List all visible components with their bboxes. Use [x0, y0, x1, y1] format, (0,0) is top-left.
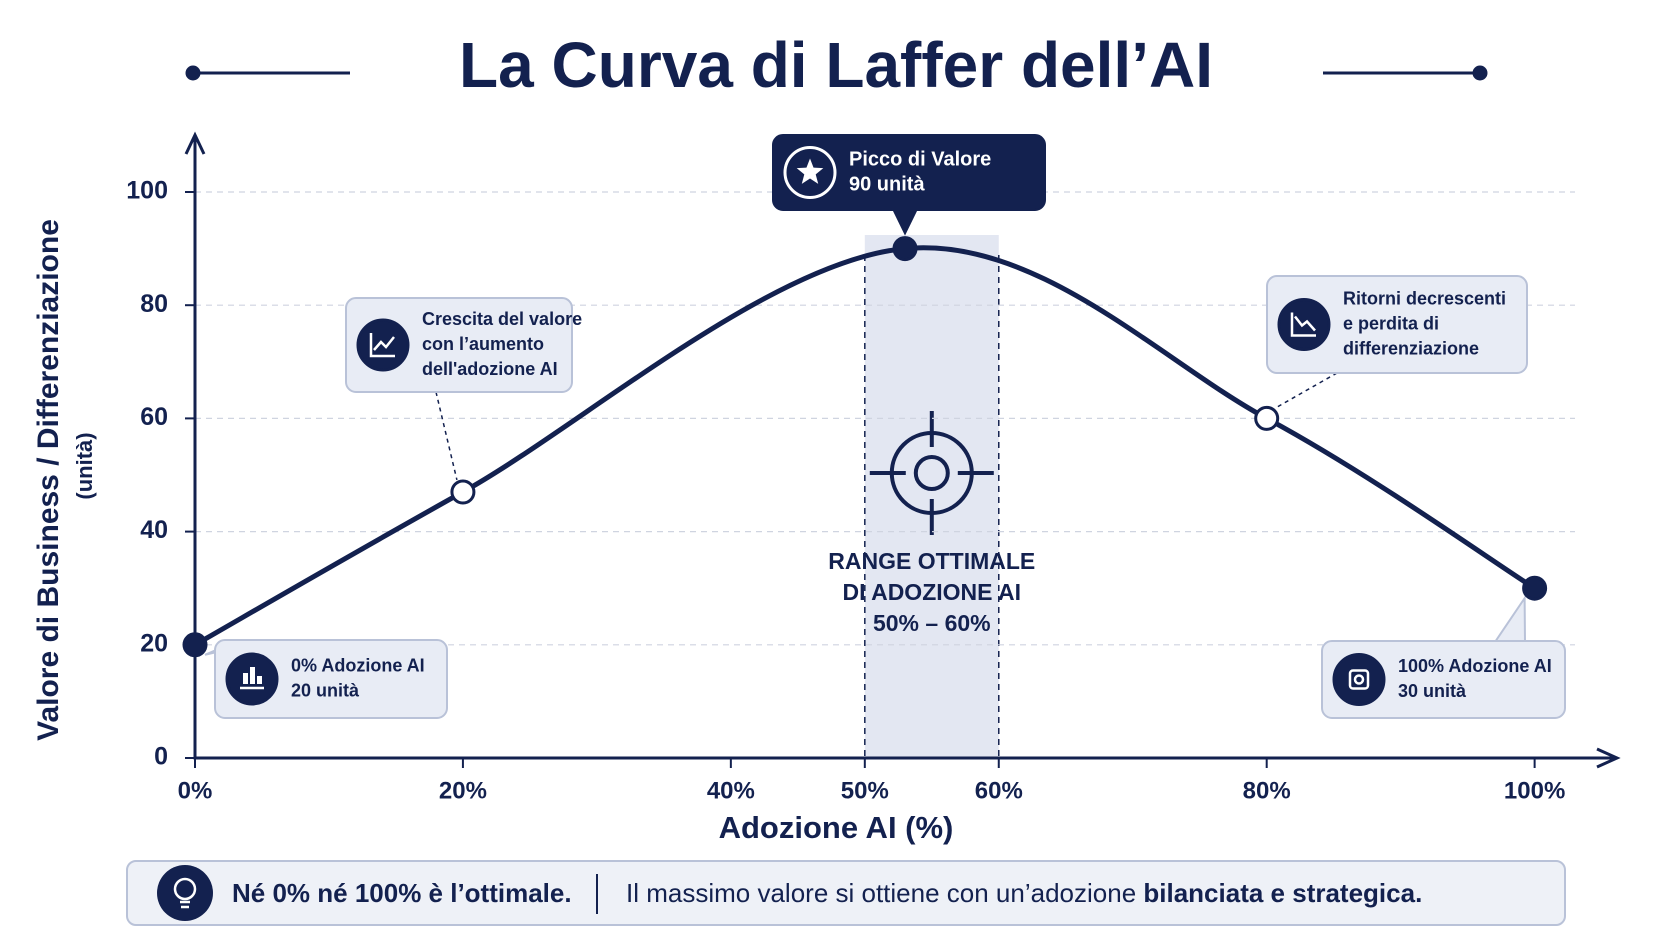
icon-part — [1348, 669, 1370, 690]
axis-arrow — [1596, 747, 1621, 769]
annotation-text: dell'adozione AI — [422, 359, 558, 379]
chart: La Curva di Laffer dell’AI Adozione AI (… — [32, 29, 1621, 845]
x-tick-label: 0% — [178, 777, 213, 804]
axes — [193, 137, 1615, 760]
point — [892, 236, 918, 262]
title-decoration — [185, 65, 1488, 81]
point — [1254, 405, 1280, 431]
x-tick-label: 60% — [975, 777, 1023, 804]
x-tick-label: 100% — [1504, 777, 1565, 804]
annotation-text: 0% Adozione AI — [291, 655, 425, 675]
x-tick-label: 20% — [439, 777, 487, 804]
callout-tail — [1494, 594, 1526, 643]
annotation-text: Picco di Valore — [849, 148, 991, 170]
y-axis-label: Valore di Business / Differenziazione — [32, 219, 65, 741]
footer: Né 0% né 100% è l’ottimale. Il massimo v… — [126, 860, 1566, 926]
annotation-text: e perdita di — [1343, 313, 1439, 333]
callout-box — [1266, 275, 1528, 374]
point — [1522, 575, 1548, 601]
footer-part: Il massimo valore si ottiene con un’adoz… — [626, 878, 1144, 908]
icon-part — [796, 158, 824, 184]
y-tick-label: 80 — [140, 290, 168, 318]
annotation-text: differenziazione — [1343, 338, 1479, 358]
annotation-text: con l’aumento — [422, 334, 544, 354]
icon-part — [369, 333, 395, 358]
value-label: 90 unità — [849, 173, 925, 195]
y-tick-label: 20 — [140, 629, 168, 657]
chart-title: La Curva di Laffer dell’AI — [459, 29, 1213, 101]
callout-box — [214, 639, 448, 719]
optimal-band — [864, 235, 999, 758]
band-text: DI ADOZIONE AI — [843, 579, 1021, 605]
footer-part: bilanciata e strategica — [1143, 878, 1416, 908]
annotation-text: Crescita del valore — [422, 309, 582, 329]
y-tick-label: 0 — [154, 743, 168, 771]
footer-bold: Né 0% né 100% è l’ottimale. — [232, 878, 572, 908]
callout-icon — [783, 146, 837, 199]
icon-part — [250, 667, 255, 684]
callout-box — [345, 297, 573, 393]
callout-box — [772, 134, 1046, 211]
y-tick-label: 40 — [140, 516, 168, 544]
icon-bg — [1332, 653, 1386, 706]
y-tick-label: 60 — [140, 403, 168, 431]
footer-text: Il massimo valore si ottiene con un’adoz… — [626, 862, 1422, 924]
callout-icon — [225, 652, 279, 706]
callout-icon — [1332, 653, 1386, 706]
icon-part — [243, 673, 248, 684]
callout-tail — [892, 209, 918, 236]
annotation-text: 100% Adozione AI — [1398, 656, 1552, 676]
callout-leader — [435, 391, 458, 481]
y-tick-label: 100 — [126, 177, 168, 205]
callout-icon — [1277, 298, 1331, 351]
callout-icon — [356, 318, 410, 372]
icon-part — [1290, 312, 1316, 337]
value-label: 20 unità — [291, 680, 360, 700]
x-tick-label: 80% — [1243, 777, 1291, 804]
axis-arrow — [184, 131, 206, 155]
point — [182, 632, 208, 658]
divider — [596, 874, 598, 914]
target-icon — [869, 411, 994, 535]
icon-part — [257, 676, 262, 684]
annotation-text: Ritorni decrescenti — [1343, 288, 1506, 308]
icon-part — [1353, 674, 1365, 685]
band-label: 50% – 60% — [873, 610, 991, 636]
callout-leader — [1274, 372, 1338, 410]
point — [450, 479, 476, 505]
band-text: RANGE OTTIMALE — [828, 548, 1035, 574]
y-axis-unit: (unità) — [72, 432, 97, 499]
footer-part: . — [1415, 878, 1423, 908]
bulb-icon — [157, 865, 213, 921]
x-tick-label: 50% — [841, 777, 889, 804]
target-ring — [913, 455, 950, 491]
callout-box — [1321, 640, 1566, 719]
x-axis-label: Adozione AI (%) — [719, 810, 954, 845]
value-label: 30 unità — [1398, 681, 1467, 701]
x-tick-label: 40% — [707, 777, 755, 804]
